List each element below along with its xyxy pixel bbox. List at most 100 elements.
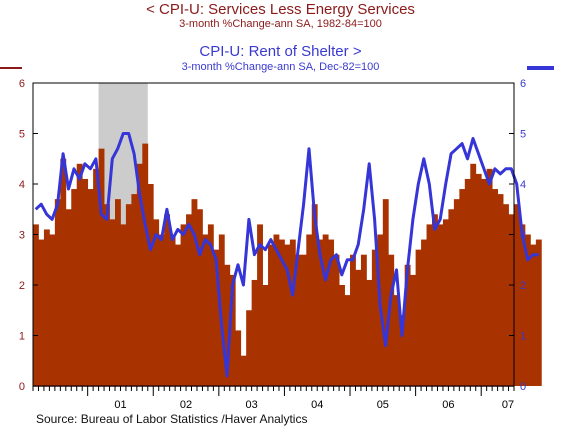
- bar: [328, 239, 335, 386]
- bar: [481, 178, 488, 386]
- y-tick-label-right: 3: [520, 230, 526, 242]
- bar: [464, 178, 471, 386]
- bar: [486, 168, 493, 386]
- bar: [453, 199, 460, 386]
- bar: [109, 219, 116, 386]
- bar: [519, 224, 526, 386]
- bar: [120, 224, 127, 386]
- rent-of-shelter-line: [34, 132, 539, 378]
- y-tick-label-left: 4: [19, 179, 25, 191]
- bar: [235, 330, 242, 386]
- bar: [65, 209, 72, 386]
- bar: [535, 239, 542, 386]
- bar: [93, 168, 99, 386]
- chart-subtitle-right-series: 3-month %Change-ann SA, Dec-82=100: [181, 61, 380, 73]
- bar: [322, 234, 329, 386]
- y-tick-label-right: 5: [520, 129, 526, 141]
- bar: [54, 199, 61, 386]
- bar: [229, 274, 236, 386]
- bar: [333, 254, 340, 386]
- bar: [306, 234, 313, 386]
- bar: [60, 158, 67, 386]
- bar: [530, 244, 537, 386]
- y-tick-label-left: 0: [19, 381, 25, 393]
- bar: [355, 269, 362, 386]
- chart-subtitle-left-series: 3-month %Change-ann SA, 1982-84=100: [179, 18, 382, 30]
- bar: [415, 249, 422, 386]
- bar: [426, 224, 433, 386]
- x-tick-label: 03: [246, 399, 258, 411]
- y-tick-label-right: 0: [520, 381, 526, 393]
- bar: [317, 239, 324, 386]
- bar: [268, 244, 274, 386]
- bar: [142, 143, 149, 386]
- bar: [475, 173, 482, 386]
- bar: [202, 234, 209, 386]
- y-tick-label-right: 1: [520, 331, 526, 343]
- bar: [492, 189, 499, 386]
- bar: [246, 310, 253, 386]
- bar: [300, 254, 307, 386]
- bar: [470, 163, 477, 386]
- bar: [175, 244, 181, 386]
- bar: [350, 254, 356, 386]
- bar: [262, 285, 269, 386]
- bar: [388, 254, 395, 386]
- bar: [82, 178, 89, 386]
- bar: [224, 264, 231, 386]
- bar: [147, 184, 154, 386]
- bar: [339, 285, 345, 386]
- bar: [273, 234, 280, 386]
- bar: [508, 214, 515, 386]
- bar: [366, 279, 373, 386]
- bar: [186, 214, 192, 386]
- bar: [164, 214, 171, 386]
- y-tick-label-right: 2: [520, 280, 526, 292]
- bar: [421, 239, 427, 386]
- bar: [459, 189, 466, 386]
- bar: [503, 204, 509, 386]
- bar: [251, 279, 258, 386]
- bar: [524, 234, 531, 386]
- bar: [38, 239, 45, 386]
- bar: [432, 214, 438, 386]
- y-tick-label-left: 2: [19, 280, 25, 292]
- y-tick-label-right: 6: [520, 78, 526, 90]
- bar: [404, 264, 411, 386]
- bar: [278, 239, 285, 386]
- bar: [114, 199, 121, 386]
- bar: [76, 163, 83, 386]
- bar: [213, 249, 220, 386]
- bar: [295, 254, 302, 386]
- bar: [125, 204, 132, 386]
- bar: [344, 295, 351, 386]
- bar: [33, 224, 39, 386]
- x-tick-label: 07: [502, 399, 514, 411]
- bar: [257, 224, 263, 386]
- bar: [497, 194, 504, 386]
- bar: [442, 219, 449, 386]
- bar: [71, 189, 78, 386]
- bar: [514, 204, 520, 386]
- x-tick-label: 05: [377, 399, 389, 411]
- x-tick-label: 01: [114, 399, 126, 411]
- bar: [43, 229, 50, 386]
- bar: [131, 194, 138, 386]
- y-tick-label-left: 3: [19, 230, 25, 242]
- y-tick-label-left: 5: [19, 129, 25, 141]
- bar: [240, 355, 247, 386]
- bar: [207, 224, 214, 386]
- x-tick-label: 02: [180, 399, 192, 411]
- bar: [136, 163, 143, 386]
- x-tick-label: 04: [311, 399, 323, 411]
- bar: [437, 224, 444, 386]
- bar: [169, 234, 176, 386]
- bar: [284, 244, 291, 386]
- source-note: Source: Bureau of Labor Statistics /Have…: [36, 412, 308, 426]
- bar: [87, 189, 94, 386]
- bar: [98, 148, 105, 386]
- bar: [153, 219, 160, 386]
- bar: [399, 315, 406, 386]
- chart-title-left-series: < CPI-U: Services Less Energy Services: [146, 1, 415, 18]
